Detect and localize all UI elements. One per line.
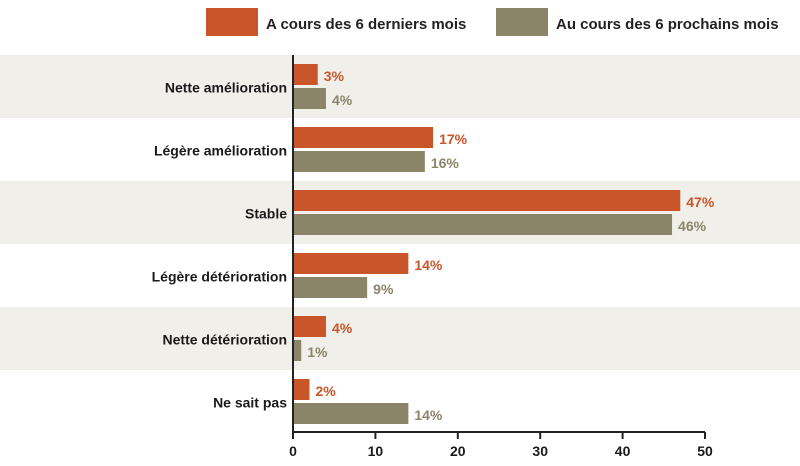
legend-swatch-recent [206,8,258,36]
category-label-nette-amelioration: Nette amélioration [165,80,287,96]
value-label-ne-sait-pas-series2: 14% [414,407,443,423]
row-band [0,55,800,118]
x-axis: 0 10 20 30 40 50 [289,55,713,459]
legend-label-recent: A cours des 6 derniers mois [266,16,466,33]
x-tick-label-10: 10 [368,443,384,459]
legend-swatch-upcoming [496,8,548,36]
value-labels: 3%4%17%16%47%46%14%9%4%1%2%14% [307,68,715,423]
x-tick-label-0: 0 [289,443,297,459]
bar-legere-deterioration-series2 [293,277,368,298]
row-band [0,307,800,370]
bar-stable-series2 [293,214,673,235]
legend-label-upcoming: Au cours des 6 prochains mois [556,16,779,33]
bar-stable-series1 [293,190,681,211]
bar-legere-amelioration-series2 [293,151,425,172]
value-label-nette-deterioration-series2: 1% [307,344,328,360]
row-bands [0,55,800,370]
value-label-ne-sait-pas-series1: 2% [315,383,336,399]
value-label-legere-amelioration-series1: 17% [439,131,468,147]
category-label-legere-amelioration: Légère amélioration [154,143,287,159]
x-tick-label-50: 50 [697,443,713,459]
value-label-legere-amelioration-series2: 16% [431,155,460,171]
category-label-legere-deterioration: Légère détérioration [152,269,287,285]
bar-ne-sait-pas-series1 [293,379,310,400]
category-label-stable: Stable [245,206,287,222]
bar-nette-deterioration-series2 [293,340,302,361]
value-label-stable-series1: 47% [686,194,715,210]
category-labels: Nette amélioration Légère amélioration Sta… [152,80,288,411]
bars [293,64,681,424]
bar-nette-amelioration-series1 [293,64,318,85]
value-label-nette-deterioration-series1: 4% [332,320,353,336]
value-label-legere-deterioration-series2: 9% [373,281,394,297]
bar-legere-amelioration-series1 [293,127,434,148]
category-label-nette-deterioration: Nette détérioration [163,332,287,348]
value-label-legere-deterioration-series1: 14% [414,257,443,273]
bar-nette-deterioration-series1 [293,316,326,337]
bar-ne-sait-pas-series2 [293,403,409,424]
x-tick-label-20: 20 [450,443,466,459]
bar-nette-amelioration-series2 [293,88,326,109]
value-label-stable-series2: 46% [678,218,707,234]
category-label-ne-sait-pas: Ne sait pas [213,395,287,411]
value-label-nette-amelioration-series1: 3% [324,68,345,84]
value-label-nette-amelioration-series2: 4% [332,92,353,108]
legend: A cours des 6 derniers mois Au cours des… [206,8,779,36]
x-tick-label-30: 30 [532,443,548,459]
x-tick-label-40: 40 [615,443,631,459]
bar-legere-deterioration-series1 [293,253,409,274]
